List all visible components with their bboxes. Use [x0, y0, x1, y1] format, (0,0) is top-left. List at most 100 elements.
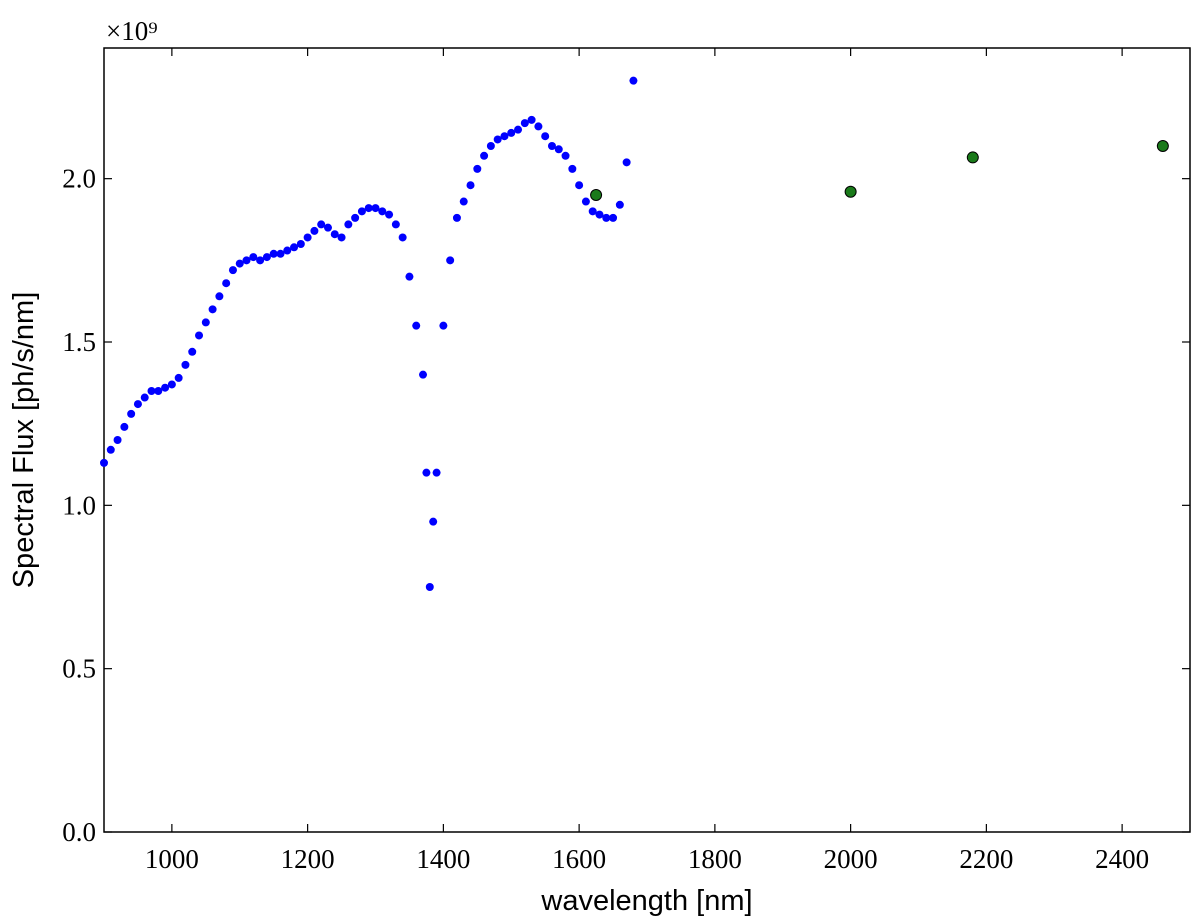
- data-point: [629, 76, 638, 85]
- data-point: [262, 253, 271, 262]
- data-point: [1156, 140, 1169, 152]
- data-point: [425, 583, 434, 591]
- data-point: [317, 220, 326, 229]
- data-point: [493, 135, 502, 144]
- plot-frame: [103, 47, 1191, 833]
- x-tick-label: 1000: [145, 844, 199, 874]
- data-point: [378, 207, 387, 216]
- y-offset-label: ×10⁹: [106, 16, 158, 46]
- data-point: [615, 200, 624, 209]
- data-point: [147, 387, 156, 395]
- data-point: [439, 321, 448, 330]
- data-point: [323, 223, 332, 232]
- x-tick-label: 2400: [1095, 844, 1149, 874]
- data-point: [195, 331, 204, 340]
- data-point: [283, 246, 292, 255]
- data-point: [541, 132, 550, 141]
- data-point: [127, 409, 136, 418]
- data-point: [480, 151, 489, 160]
- data-point: [520, 119, 529, 128]
- data-point: [364, 204, 373, 213]
- data-point: [310, 226, 319, 235]
- data-point: [459, 197, 468, 206]
- data-point: [303, 233, 312, 242]
- data-point: [398, 233, 407, 242]
- data-point: [581, 197, 590, 206]
- data-point: [391, 220, 400, 229]
- data-point: [500, 132, 509, 141]
- data-point: [242, 256, 251, 265]
- data-point: [235, 259, 244, 268]
- data-point: [208, 305, 217, 314]
- data-point: [140, 393, 149, 402]
- data-point: [602, 213, 611, 222]
- data-point: [371, 204, 380, 213]
- data-point: [215, 292, 224, 301]
- data-point: [466, 181, 475, 190]
- x-tick-label: 1600: [552, 844, 606, 874]
- data-point: [575, 181, 584, 190]
- data-point: [432, 468, 441, 477]
- data-point: [507, 128, 516, 137]
- data-point: [174, 373, 183, 382]
- data-point: [486, 142, 495, 150]
- data-point: [514, 125, 523, 134]
- data-point: [429, 517, 438, 526]
- data-point: [351, 213, 360, 222]
- data-point: [228, 266, 237, 275]
- x-tick-label: 1800: [688, 844, 742, 874]
- data-point: [120, 422, 129, 431]
- data-point: [609, 213, 618, 222]
- data-point: [554, 145, 563, 154]
- data-point: [337, 233, 346, 242]
- data-point: [133, 400, 142, 409]
- x-tick-label: 1200: [281, 844, 335, 874]
- data-point: [161, 383, 170, 392]
- data-point: [188, 347, 197, 356]
- data-point: [100, 458, 108, 467]
- data-point: [622, 158, 631, 167]
- data-point: [296, 240, 305, 248]
- data-point: [595, 210, 604, 219]
- data-point: [256, 256, 265, 265]
- data-point: [181, 360, 190, 369]
- data-point: [588, 207, 597, 216]
- data-point: [249, 253, 258, 262]
- data-point: [330, 230, 339, 239]
- x-axis-label: wavelength [nm]: [540, 885, 752, 917]
- data-point: [527, 115, 536, 124]
- data-point: [222, 279, 231, 288]
- data-point: [966, 151, 979, 164]
- data-point: [385, 210, 394, 219]
- data-point: [534, 122, 543, 131]
- data-point: [113, 436, 122, 444]
- y-tick-label: 0.0: [62, 817, 96, 847]
- y-axis-label: Spectral Flux [ph/s/nm]: [8, 292, 40, 589]
- data-point: [167, 380, 176, 389]
- data-point: [154, 387, 163, 395]
- data-point: [405, 272, 414, 281]
- data-point: [344, 220, 353, 229]
- data-point: [201, 318, 210, 327]
- data-point: [412, 321, 421, 330]
- data-point: [357, 207, 366, 216]
- data-point: [269, 249, 278, 258]
- x-tick-label: 2000: [824, 844, 878, 874]
- data-point: [590, 189, 603, 201]
- data-point: [419, 370, 428, 379]
- data-point: [561, 151, 570, 160]
- data-point: [473, 164, 482, 173]
- data-point: [568, 164, 577, 173]
- data-point: [290, 243, 299, 252]
- data-point: [547, 142, 556, 150]
- y-tick-label: 1.5: [62, 327, 96, 357]
- x-tick-label: 2200: [959, 844, 1013, 874]
- data-point: [446, 256, 455, 265]
- y-tick-label: 0.5: [62, 654, 96, 684]
- data-point: [276, 249, 285, 258]
- data-point: [452, 213, 461, 222]
- data-point: [844, 185, 857, 198]
- data-point: [422, 468, 431, 477]
